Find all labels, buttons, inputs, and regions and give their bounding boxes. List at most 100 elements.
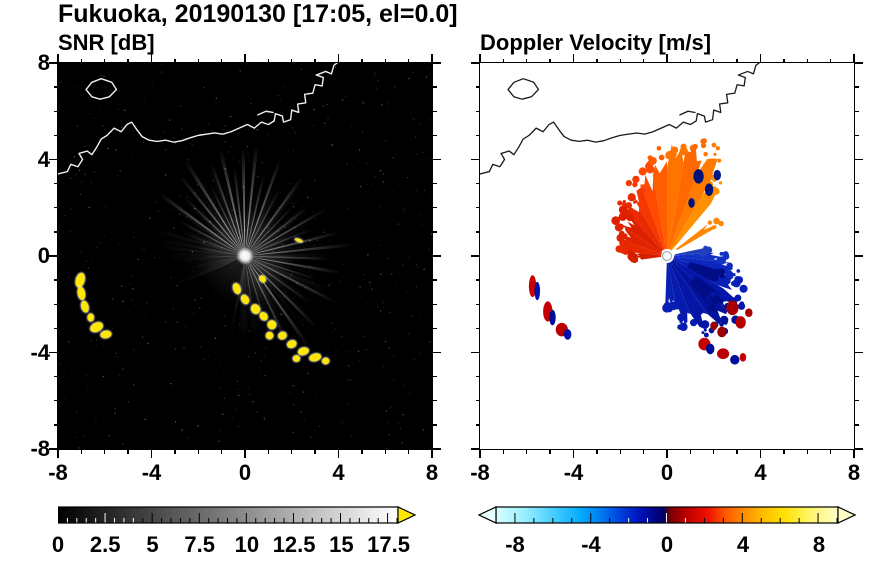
- axis-tick: [53, 424, 58, 426]
- colorbar-tick-label: 17.5: [367, 532, 410, 557]
- axis-tick: [806, 58, 808, 63]
- x-axis-tick-label: 0: [660, 460, 674, 485]
- x-axis-tick-label: 8: [425, 460, 439, 485]
- colorbar-tick-label: 15: [329, 532, 354, 557]
- axis-tick: [337, 449, 340, 458]
- axis-tick: [104, 449, 106, 454]
- colorbar-tick-label: 7.5: [184, 532, 215, 557]
- axis-tick: [384, 58, 386, 63]
- axis-tick: [475, 424, 480, 426]
- axis-tick: [291, 449, 293, 454]
- colorbar-tick-label: -8: [505, 532, 525, 557]
- axis-tick: [783, 58, 785, 63]
- axis-tick: [854, 182, 859, 185]
- axis-tick: [361, 449, 363, 454]
- axis-tick: [432, 231, 437, 233]
- axis-tick: [53, 231, 58, 233]
- axis-tick: [267, 449, 270, 454]
- axis-tick: [475, 134, 480, 137]
- snr-colorbar: [58, 506, 417, 524]
- axis-tick: [759, 54, 762, 63]
- axis-tick: [806, 449, 808, 454]
- snr-map-canvas: [57, 62, 433, 450]
- axis-tick: [431, 54, 433, 63]
- axis-tick: [854, 86, 859, 88]
- y-axis-tick-label: 8: [37, 50, 50, 75]
- x-axis-tick-label: -4: [563, 460, 584, 485]
- axis-tick: [432, 400, 437, 402]
- axis-tick: [361, 58, 363, 63]
- axis-tick: [471, 62, 480, 64]
- x-axis-tick-label: 4: [754, 460, 767, 485]
- axis-tick: [736, 58, 738, 63]
- axis-tick: [432, 424, 437, 426]
- axis-tick: [854, 303, 859, 305]
- colorbar-tick-label: 2.5: [89, 532, 121, 557]
- axis-tick: [291, 58, 293, 63]
- axis-tick: [854, 400, 859, 402]
- axis-tick: [432, 351, 441, 354]
- axis-tick: [53, 110, 58, 112]
- axis-tick: [829, 58, 832, 63]
- axis-tick: [572, 449, 575, 458]
- axis-tick: [53, 182, 58, 185]
- colorbar-tick-label: 0: [51, 532, 65, 557]
- axis-tick: [475, 400, 480, 402]
- axis-tick: [150, 449, 153, 458]
- axis-tick: [475, 86, 480, 88]
- axis-tick: [854, 231, 859, 233]
- axis-tick: [220, 58, 223, 63]
- axis-tick: [150, 54, 153, 63]
- axis-tick: [432, 182, 437, 185]
- doppler-velocity-map-canvas: [479, 62, 855, 450]
- axis-tick: [526, 58, 528, 63]
- x-axis-tick-label: 8: [847, 460, 861, 485]
- axis-tick: [502, 58, 505, 63]
- colorbar-tick-label: 8: [812, 532, 826, 557]
- y-axis-tick-label: 0: [37, 243, 50, 268]
- axis-tick: [314, 58, 316, 63]
- colorbar-tick-label: 5: [146, 532, 159, 557]
- axis-tick: [666, 54, 668, 63]
- axis-tick: [80, 58, 83, 63]
- axis-tick: [53, 279, 58, 281]
- axis-tick: [475, 303, 480, 305]
- doppler-colorbar: [478, 506, 856, 524]
- axis-tick: [475, 182, 480, 185]
- axis-tick: [53, 303, 58, 305]
- axis-tick: [572, 54, 575, 63]
- axis-tick: [471, 158, 480, 161]
- axis-tick: [432, 158, 441, 161]
- axis-tick: [689, 449, 692, 454]
- axis-tick: [432, 279, 437, 281]
- axis-tick: [854, 110, 859, 112]
- axis-tick: [244, 449, 246, 458]
- axis-tick: [526, 449, 528, 454]
- axis-tick: [53, 400, 58, 402]
- axis-tick: [174, 449, 176, 454]
- axis-tick: [314, 449, 316, 454]
- axis-tick: [432, 86, 437, 88]
- axis-tick: [854, 62, 863, 64]
- axis-tick: [432, 207, 437, 209]
- y-axis-tick-label: -4: [30, 339, 50, 365]
- axis-tick: [854, 207, 859, 209]
- axis-tick: [596, 449, 598, 454]
- axis-tick: [854, 158, 863, 161]
- axis-tick: [57, 449, 59, 458]
- axis-tick: [432, 62, 441, 64]
- axis-tick: [596, 58, 598, 63]
- axis-tick: [475, 207, 480, 209]
- axis-tick: [49, 255, 58, 257]
- axis-tick: [432, 375, 437, 378]
- axis-tick: [432, 134, 437, 137]
- axis-tick: [407, 449, 410, 454]
- axis-tick: [104, 58, 106, 63]
- axis-tick: [267, 58, 270, 63]
- axis-tick: [475, 279, 480, 281]
- x-axis-tick-label: -8: [48, 460, 68, 485]
- x-axis-tick-label: -4: [141, 460, 162, 485]
- axis-tick: [853, 449, 855, 458]
- axis-tick: [642, 449, 645, 454]
